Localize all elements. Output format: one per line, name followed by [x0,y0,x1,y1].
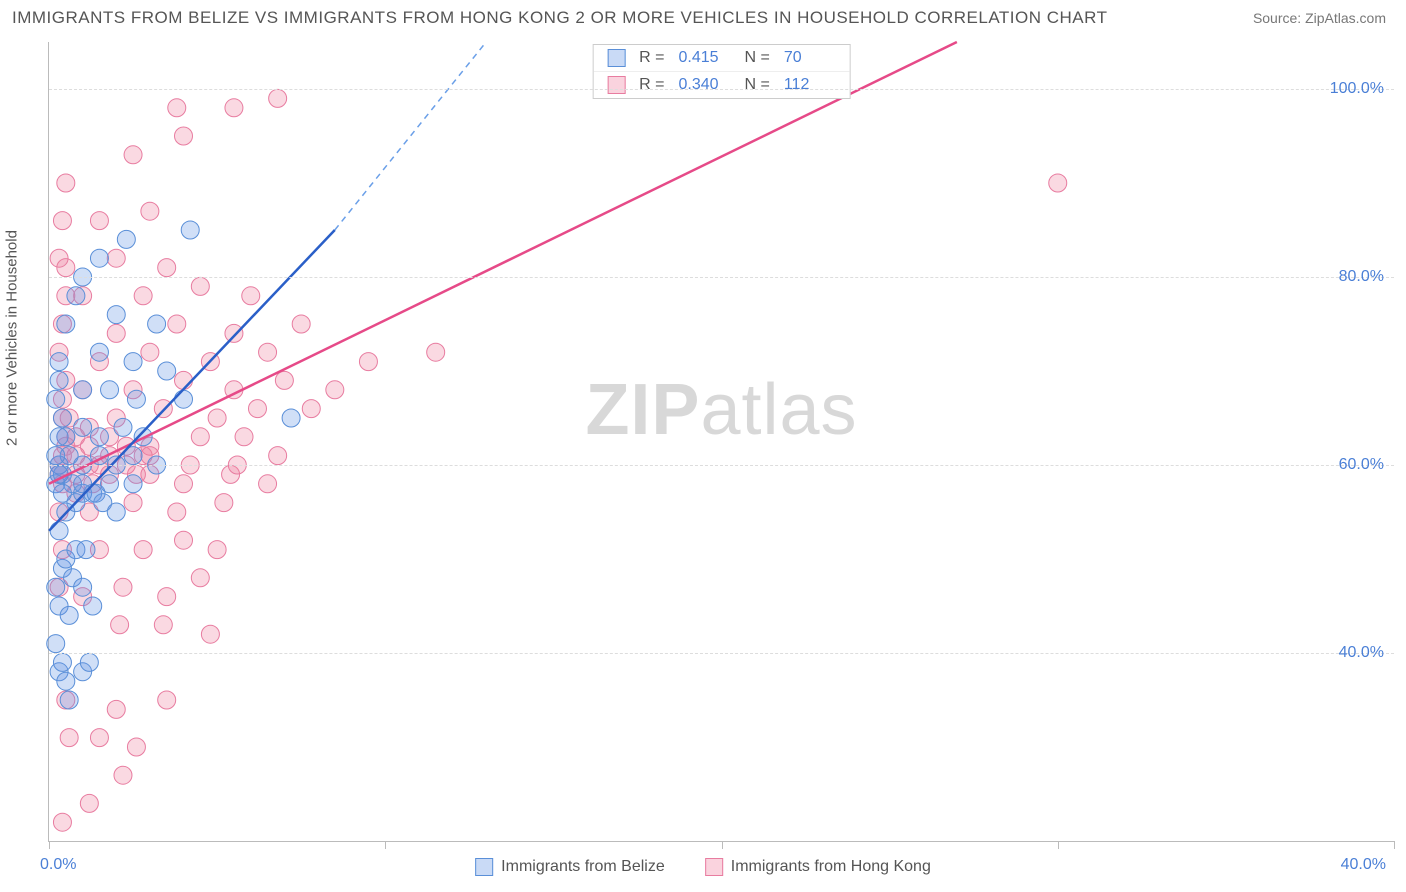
n-value-belize: 70 [784,49,836,67]
y-axis-label: 2 or more Vehicles in Household [4,230,21,446]
n-value-hongkong: 112 [784,76,836,94]
y-tick-label: 100.0% [1330,80,1384,98]
y-tick-label: 40.0% [1339,644,1384,662]
y-tick-label: 60.0% [1339,456,1384,474]
swatch-blue-icon [475,858,493,876]
chart-plot-area: ZIPatlas R = 0.415 N = 70 R = 0.340 N = … [48,42,1394,842]
r-label: R = [639,49,664,67]
legend: Immigrants from Belize Immigrants from H… [475,858,931,876]
n-label: N = [745,49,770,67]
legend-item-hongkong: Immigrants from Hong Kong [705,858,931,876]
x-axis-end-label: 40.0% [1341,856,1386,874]
correlation-stats-box: R = 0.415 N = 70 R = 0.340 N = 112 [592,44,851,99]
swatch-pink-icon [607,76,625,94]
stats-row-hongkong: R = 0.340 N = 112 [593,71,850,98]
chart-title: IMMIGRANTS FROM BELIZE VS IMMIGRANTS FRO… [12,8,1107,28]
y-tick-label: 80.0% [1339,268,1384,286]
source-attribution: Source: ZipAtlas.com [1253,10,1386,26]
stats-row-belize: R = 0.415 N = 70 [593,45,850,71]
swatch-blue-icon [607,49,625,67]
legend-label-hongkong: Immigrants from Hong Kong [731,858,931,876]
scatter-svg [49,42,1394,841]
legend-item-belize: Immigrants from Belize [475,858,665,876]
swatch-pink-icon [705,858,723,876]
legend-label-belize: Immigrants from Belize [501,858,665,876]
r-value-hongkong: 0.340 [679,76,731,94]
r-value-belize: 0.415 [679,49,731,67]
r-label: R = [639,76,664,94]
n-label: N = [745,76,770,94]
x-axis-start-label: 0.0% [40,856,76,874]
